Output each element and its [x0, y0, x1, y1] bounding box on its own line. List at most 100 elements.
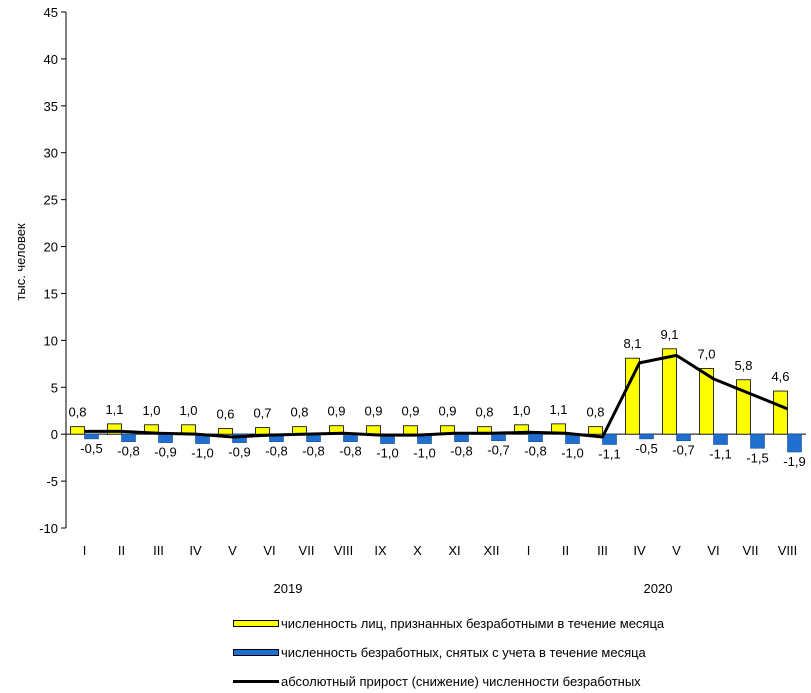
- data-label-deregistered: -1,9: [783, 454, 805, 469]
- bar-deregistered: [121, 433, 136, 442]
- bar-deregistered: [787, 433, 802, 453]
- data-label-registered: 0,7: [253, 406, 271, 421]
- bar-deregistered: [676, 433, 691, 442]
- x-tick-label: I: [83, 543, 87, 558]
- bar-deregistered: [639, 433, 654, 440]
- legend-swatch-net-change: [233, 680, 279, 683]
- data-label-deregistered: -0,8: [302, 444, 324, 459]
- y-tick-label: 10: [44, 333, 58, 348]
- bar-deregistered: [491, 433, 506, 442]
- bar-deregistered: [158, 433, 173, 443]
- x-axis: I II III IV V VI VII VIII IX X XI XII I II III IV V VI VII…: [66, 433, 806, 596]
- x-tick-label: IV: [189, 543, 202, 558]
- data-label-registered: 1,0: [179, 403, 197, 418]
- bar-registered: [366, 425, 381, 435]
- data-label-registered: 0,8: [68, 405, 86, 420]
- y-tick-label: 25: [44, 193, 58, 208]
- data-label-deregistered: -1,0: [376, 446, 398, 461]
- y-axis: -10 -5 0 5 10 15 20 25 30 35 40 45: [39, 5, 67, 536]
- x-tick-label: X: [413, 543, 422, 558]
- bar-registered: [514, 424, 529, 435]
- data-label-deregistered: -0,5: [80, 441, 102, 456]
- bar-labels: 0,8 1,1 1,0 1,0 0,6 0,7 0,8 0,9 0,9 0,9 0,9 0,8 1,0 1…: [68, 327, 805, 469]
- data-label-registered: 0,8: [475, 405, 493, 420]
- bar-deregistered: [750, 433, 765, 449]
- data-label-deregistered: -1,0: [413, 446, 435, 461]
- x-group-label: 2020: [644, 581, 673, 596]
- data-label-registered: 8,1: [623, 336, 641, 351]
- legend-label-net-change: абсолютный прирост (снижение) численност…: [281, 674, 641, 689]
- data-label-deregistered: -1,5: [746, 450, 768, 465]
- data-label-registered: 0,8: [586, 405, 604, 420]
- bar-deregistered: [84, 433, 99, 440]
- x-tick-label: II: [562, 543, 569, 558]
- x-tick-label: II: [118, 543, 125, 558]
- y-axis-label: тыс. человек: [13, 223, 28, 301]
- data-label-registered: 1,0: [512, 403, 530, 418]
- x-tick-label: VIII: [778, 543, 798, 558]
- x-tick-label: III: [597, 543, 608, 558]
- x-tick-label: I: [527, 543, 531, 558]
- x-tick-label: XII: [484, 543, 500, 558]
- data-label-registered: 0,6: [216, 407, 234, 422]
- data-label-deregistered: -0,9: [228, 445, 250, 460]
- x-tick-label: VII: [743, 543, 759, 558]
- bars: [70, 348, 802, 453]
- line-layer: [84, 353, 789, 439]
- legend-label-registered: численность лиц, признанных безработными…: [281, 616, 665, 631]
- line-net-change: [84, 353, 789, 439]
- x-tick-label: VI: [263, 543, 275, 558]
- data-label-deregistered: -0,8: [265, 444, 287, 459]
- bar-registered: [255, 427, 270, 435]
- x-tick-label: V: [672, 543, 681, 558]
- data-label-deregistered: -0,5: [635, 441, 657, 456]
- data-label-deregistered: -0,7: [487, 443, 509, 458]
- data-label-deregistered: -1,1: [709, 447, 731, 462]
- data-label-deregistered: -0,8: [450, 444, 472, 459]
- x-tick-label: VI: [707, 543, 719, 558]
- y-tick-label: 45: [44, 5, 58, 20]
- legend-label-deregistered: численность безработных, снятых с учета …: [281, 645, 646, 660]
- y-tick-label: 35: [44, 99, 58, 114]
- y-tick-label: -10: [39, 521, 58, 536]
- bar-registered: [662, 348, 677, 435]
- data-label-registered: 1,0: [142, 403, 160, 418]
- x-tick-label: III: [153, 543, 164, 558]
- legend-swatch-registered: [233, 620, 279, 627]
- x-tick-label: V: [228, 543, 237, 558]
- data-label-registered: 9,1: [660, 327, 678, 342]
- data-label-deregistered: -0,8: [339, 444, 361, 459]
- bar-registered: [107, 423, 122, 435]
- y-tick-label: 5: [51, 380, 58, 395]
- data-label-deregistered: -1,1: [598, 447, 620, 462]
- data-label-registered: 0,8: [290, 405, 308, 420]
- data-label-registered: 0,9: [401, 404, 419, 419]
- data-label-deregistered: -0,7: [672, 443, 694, 458]
- data-label-registered: 1,1: [549, 402, 567, 417]
- y-tick-label: 0: [51, 427, 58, 442]
- data-label-registered: 5,8: [734, 358, 752, 373]
- data-label-deregistered: -0,9: [154, 445, 176, 460]
- bar-registered: [773, 390, 788, 435]
- x-tick-label: VIII: [334, 543, 354, 558]
- x-tick-label: XI: [448, 543, 460, 558]
- bar-registered: [588, 426, 603, 435]
- data-label-registered: 4,6: [771, 369, 789, 384]
- bar-deregistered: [528, 433, 543, 442]
- bar-deregistered: [454, 433, 469, 442]
- data-label-registered: 0,9: [438, 404, 456, 419]
- data-label-deregistered: -0,8: [524, 444, 546, 459]
- data-label-registered: 0,9: [364, 404, 382, 419]
- data-label-registered: 0,9: [327, 404, 345, 419]
- y-tick-label: 40: [44, 52, 58, 67]
- bar-registered: [218, 428, 233, 435]
- data-label-deregistered: -1,0: [561, 446, 583, 461]
- y-tick-label: 20: [44, 240, 58, 255]
- bar-registered: [403, 425, 418, 435]
- x-tick-label: IV: [633, 543, 646, 558]
- y-tick-label: 15: [44, 286, 58, 301]
- x-tick-label: IX: [374, 543, 387, 558]
- data-label-deregistered: -1,0: [191, 446, 213, 461]
- legend-swatch-deregistered: [233, 649, 279, 656]
